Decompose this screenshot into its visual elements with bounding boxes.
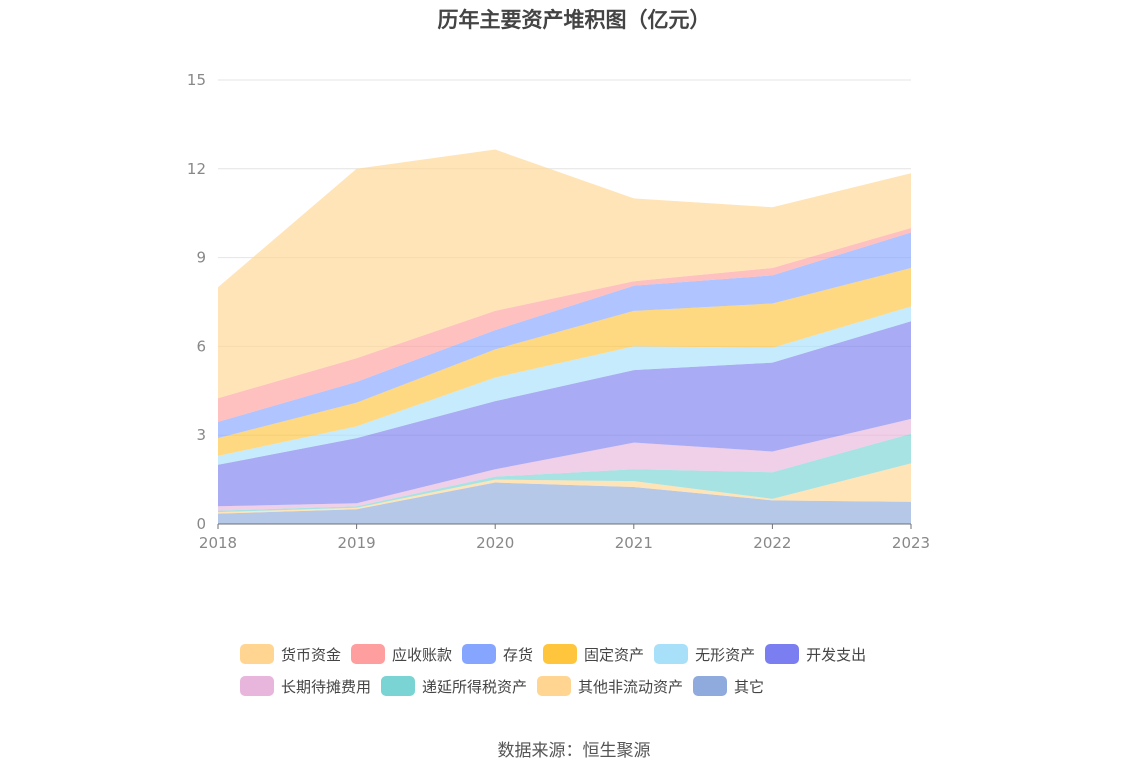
chart-title: 历年主要资产堆积图（亿元） xyxy=(437,8,711,32)
legend-item[interactable]: 长期待摊费用 xyxy=(240,670,371,702)
legend-item[interactable]: 其它 xyxy=(693,670,764,702)
legend-label: 其它 xyxy=(734,677,765,696)
legend-swatch xyxy=(462,644,497,664)
legend-label: 货币资金 xyxy=(281,645,342,664)
legend-item[interactable]: 存货 xyxy=(462,638,533,670)
x-tick-label: 2022 xyxy=(753,534,791,552)
x-tick-label: 2019 xyxy=(338,534,376,552)
area-series-0 xyxy=(218,482,911,524)
legend-swatch xyxy=(240,676,274,696)
legend-label: 长期待摊费用 xyxy=(281,677,372,696)
y-tick-label: 6 xyxy=(196,337,206,355)
area-series-1 xyxy=(218,463,911,514)
x-tick-label: 2023 xyxy=(892,534,930,552)
legend-label: 其他非流动资产 xyxy=(578,677,684,696)
x-tick-label: 2018 xyxy=(199,534,237,552)
legend: 货币资金 应收账款 存货 固定资产 无形资产 开发支出长期待摊费用 递延所得税资产 其他非流动… xyxy=(240,638,940,702)
y-tick-label: 9 xyxy=(196,249,206,267)
y-tick-label: 3 xyxy=(196,426,206,444)
legend-label: 开发支出 xyxy=(806,645,867,664)
legend-label: 固定资产 xyxy=(584,645,645,664)
legend-swatch xyxy=(351,644,386,664)
legend-item[interactable]: 无形资产 xyxy=(654,638,755,670)
legend-label: 递延所得税资产 xyxy=(422,677,528,696)
legend-swatch xyxy=(537,676,572,696)
legend-swatch xyxy=(381,676,416,696)
y-tick-label: 15 xyxy=(187,71,206,89)
area-series-5 xyxy=(218,306,911,465)
area-series-3 xyxy=(218,418,911,511)
area-series-9 xyxy=(218,149,911,399)
axes: 0 3 6 9 12 15 2018 2019 2020 2021 2022 2023 xyxy=(187,71,930,552)
x-tick-label: 2021 xyxy=(615,534,653,552)
stacked-area-chart: 0 3 6 9 12 15 2018 2019 2020 2021 2022 2023 xyxy=(187,71,930,552)
legend-label: 应收账款 xyxy=(392,645,453,664)
legend-swatch xyxy=(240,644,274,664)
legend-item[interactable]: 递延所得税资产 xyxy=(381,670,527,702)
source-note: 数据来源：恒生聚源 xyxy=(497,741,651,761)
legend-swatch xyxy=(654,644,689,664)
legend-swatch xyxy=(693,676,728,696)
legend-item[interactable]: 应收账款 xyxy=(351,638,452,670)
legend-swatch xyxy=(765,644,800,664)
y-tick-label: 0 xyxy=(196,515,206,533)
legend-item[interactable]: 其他非流动资产 xyxy=(537,670,683,702)
area-series-4 xyxy=(218,321,911,507)
area-series-7 xyxy=(218,232,911,439)
y-tick-label: 12 xyxy=(187,160,206,178)
legend-item[interactable]: 货币资金 xyxy=(240,638,341,670)
legend-item[interactable]: 开发支出 xyxy=(765,638,866,670)
legend-label: 存货 xyxy=(503,645,534,664)
legend-swatch xyxy=(543,644,578,664)
area-series-8 xyxy=(218,228,911,422)
legend-item[interactable]: 固定资产 xyxy=(543,638,644,670)
x-tick-label: 2020 xyxy=(476,534,514,552)
area-series xyxy=(218,149,911,524)
area-series-6 xyxy=(218,267,911,456)
legend-label: 无形资产 xyxy=(695,645,756,664)
